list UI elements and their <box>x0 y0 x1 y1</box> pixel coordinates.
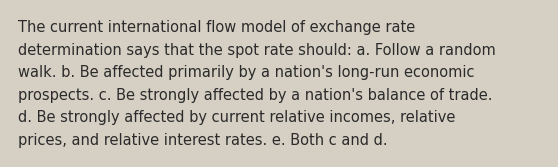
Text: walk. b. Be affected primarily by a nation's long-run economic: walk. b. Be affected primarily by a nati… <box>18 65 474 80</box>
Text: The current international flow model of exchange rate: The current international flow model of … <box>18 20 415 35</box>
Text: prospects. c. Be strongly affected by a nation's balance of trade.: prospects. c. Be strongly affected by a … <box>18 88 493 103</box>
Text: determination says that the spot rate should: a. Follow a random: determination says that the spot rate sh… <box>18 42 496 57</box>
Text: d. Be strongly affected by current relative incomes, relative: d. Be strongly affected by current relat… <box>18 110 455 125</box>
Text: prices, and relative interest rates. e. Both c and d.: prices, and relative interest rates. e. … <box>18 132 388 147</box>
